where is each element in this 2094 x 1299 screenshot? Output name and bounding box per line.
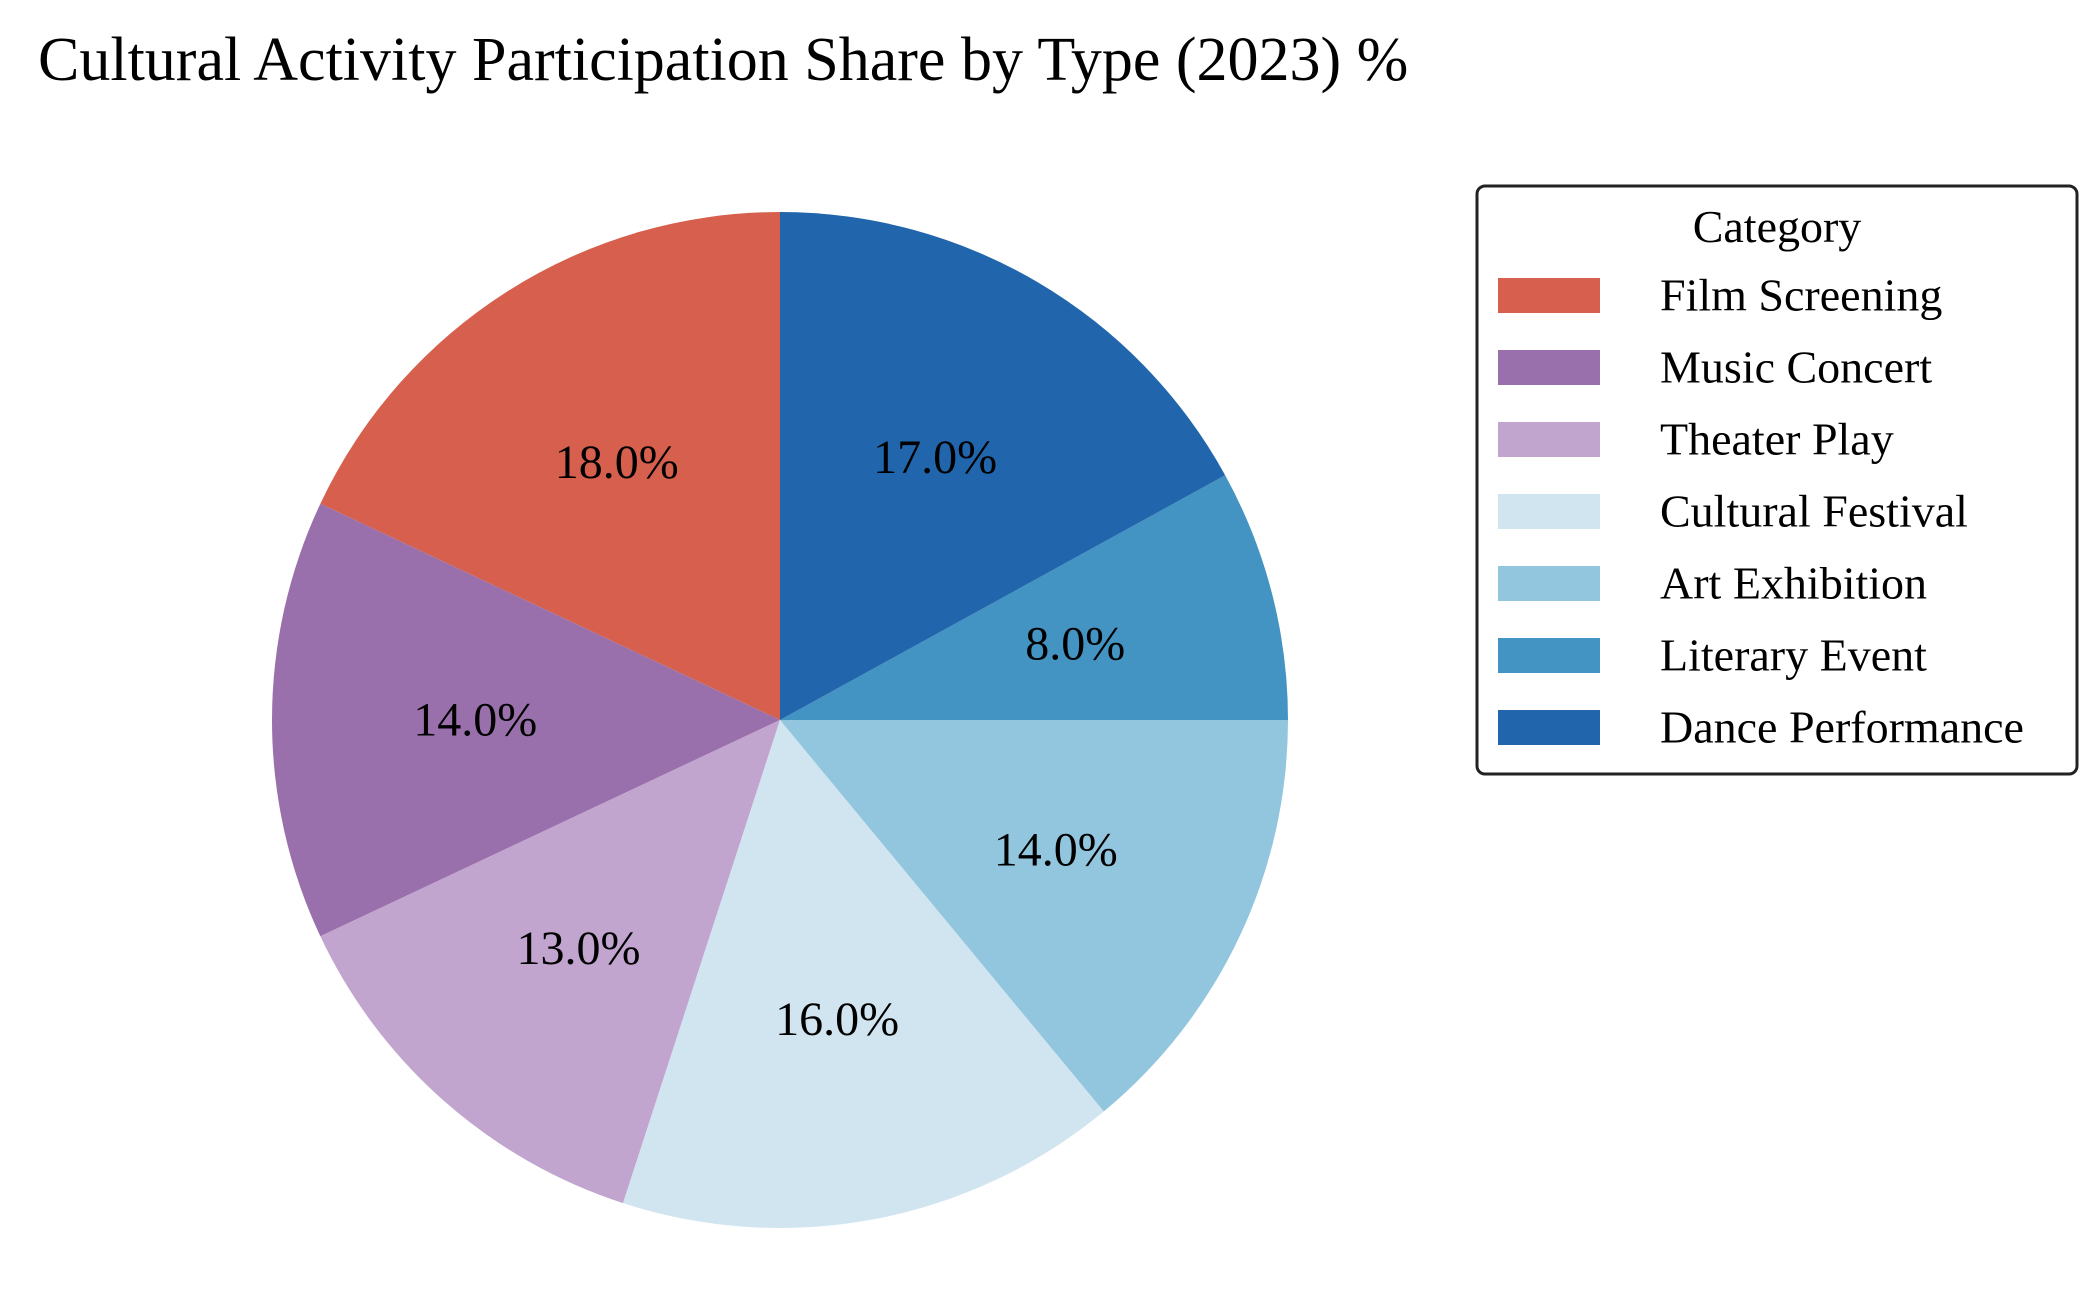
- legend-swatch-cultural-festival: [1498, 494, 1600, 529]
- pie-slice-theater-play: [320, 720, 780, 1204]
- legend-swatch-literary-event: [1498, 638, 1600, 673]
- legend-label-theater-play: Theater Play: [1660, 414, 1894, 465]
- slice-label-music-concert: 14.0%: [413, 694, 537, 747]
- legend-box: [1475, 184, 2079, 776]
- slice-label-literary-event: 8.0%: [1025, 618, 1125, 671]
- pie-slice-literary-event: [780, 475, 1288, 720]
- legend-swatch-theater-play: [1498, 422, 1600, 457]
- legend-swatch-art-exhibition: [1498, 566, 1600, 601]
- pie-slices: [272, 212, 1288, 1228]
- slice-label-cultural-festival: 16.0%: [775, 993, 899, 1046]
- pie-slice-film-screening: [320, 212, 780, 720]
- slice-label-dance-performance: 17.0%: [873, 431, 997, 484]
- legend-label-music-concert: Music Concert: [1660, 342, 1932, 393]
- legend-label-art-exhibition: Art Exhibition: [1660, 558, 1927, 609]
- pie-slice-music-concert: [272, 503, 780, 937]
- legend-title: Category: [1693, 201, 1862, 252]
- legend-label-cultural-festival: Cultural Festival: [1660, 486, 1968, 537]
- pie-slice-dance-performance: [780, 212, 1226, 720]
- legend: Category Film Screening Music Concert Thea…: [1475, 184, 2079, 776]
- legend-swatch-dance-performance: [1498, 710, 1600, 745]
- legend-swatch-film-screening: [1498, 278, 1600, 313]
- legend-label-literary-event: Literary Event: [1660, 630, 1927, 681]
- legend-label-dance-performance: Dance Performance: [1660, 702, 2024, 753]
- legend-entries: Film Screening Music Concert Theater Play C…: [1498, 270, 2024, 753]
- legend-label-film-screening: Film Screening: [1660, 270, 1942, 321]
- slice-labels: 18.0% 14.0% 13.0% 16.0% 14.0% 8.0% 17.0%: [413, 431, 1125, 1046]
- pie-slice-cultural-festival: [623, 720, 1104, 1228]
- chart-title: Cultural Activity Participation Share by…: [38, 26, 1408, 94]
- slice-label-film-screening: 18.0%: [555, 436, 679, 489]
- pie-slice-art-exhibition: [780, 720, 1288, 1112]
- slice-label-theater-play: 13.0%: [516, 922, 640, 975]
- slice-label-art-exhibition: 14.0%: [994, 823, 1118, 876]
- legend-swatch-music-concert: [1498, 350, 1600, 385]
